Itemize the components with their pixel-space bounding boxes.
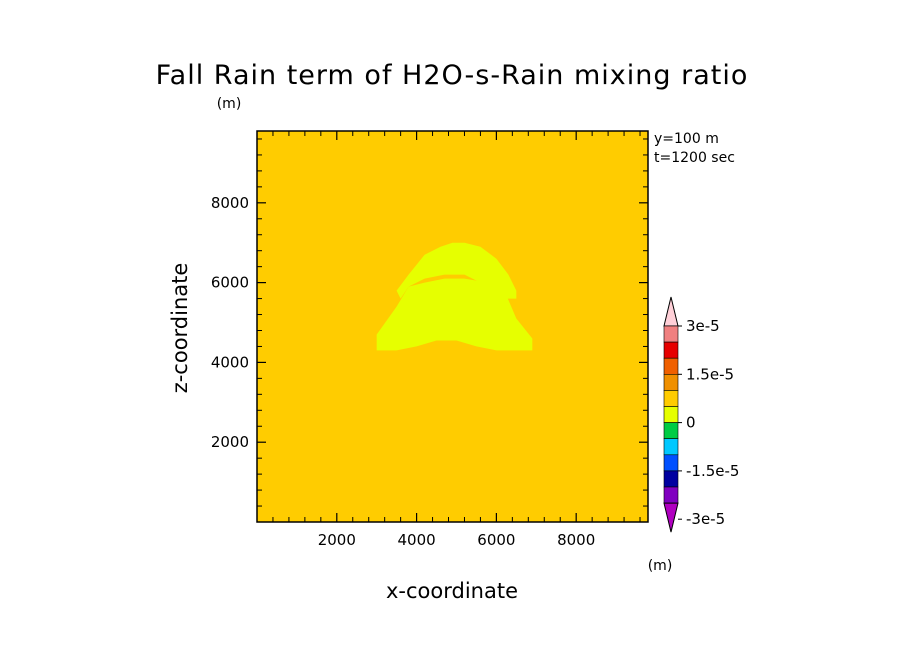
x-tick-label: 2000 — [318, 531, 356, 549]
x-axis-label: x-coordinate — [386, 579, 518, 603]
colorbar-label: 0 — [686, 414, 696, 432]
chart-title: Fall Rain term of H2O-s-Rain mixing rati… — [156, 60, 749, 91]
colorbar-swatch — [663, 373, 679, 391]
y-axis-label: z-coordinate — [168, 263, 192, 394]
x-tick-label: 8000 — [557, 531, 595, 549]
y-tick-label: 8000 — [211, 194, 249, 212]
plot-frame — [256, 130, 649, 523]
colorbar-swatch — [663, 486, 679, 504]
colorbar-swatch — [663, 325, 679, 343]
colorbar-swatch — [663, 341, 679, 359]
field-region-2 — [396, 242, 517, 299]
y-tick-label: 6000 — [211, 274, 249, 292]
colorbar-swatch — [663, 438, 679, 456]
info-t: t=1200 sec — [654, 150, 735, 166]
info-y: y=100 m — [654, 131, 719, 147]
colorbar-top-arrow — [663, 296, 679, 327]
colorbar-label: 3e-5 — [686, 317, 720, 335]
colorbar-swatch — [663, 454, 679, 472]
colorbar-bottom-arrow — [663, 502, 679, 533]
colorbar-swatch — [663, 470, 679, 488]
x-tick-label: 6000 — [477, 531, 515, 549]
y-tick-label: 2000 — [211, 433, 249, 451]
colorbar-swatch — [663, 390, 679, 407]
x-tick-label: 4000 — [397, 531, 435, 549]
colorbar-label: 1.5e-5 — [686, 365, 734, 383]
colorbar-swatch — [663, 357, 679, 375]
title-unit: (m) — [217, 96, 242, 112]
colorbar-swatch — [663, 406, 679, 423]
colorbar-label: -3e-5 — [686, 510, 725, 528]
colorbar-swatch — [663, 422, 679, 440]
field-region-1 — [376, 278, 533, 351]
colorbar-label: -1.5e-5 — [686, 462, 739, 480]
colorbar-unit: (m) — [648, 558, 673, 574]
y-tick-label: 4000 — [211, 353, 249, 371]
